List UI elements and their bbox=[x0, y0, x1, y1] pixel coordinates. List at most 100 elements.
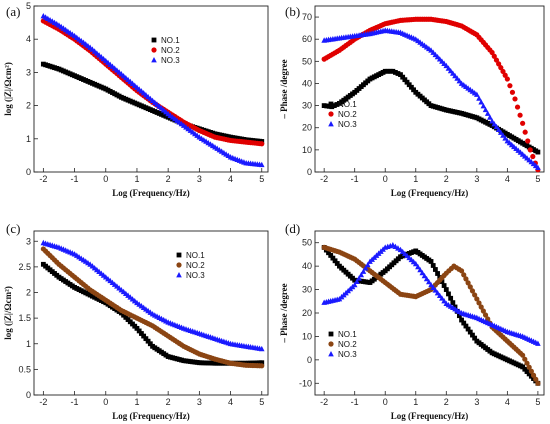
x-tick-label: 3 bbox=[197, 397, 202, 407]
legend-marker bbox=[176, 262, 182, 268]
x-tick-label: 0 bbox=[103, 174, 108, 184]
data-point bbox=[517, 112, 523, 118]
chart-panel-3: -2 -1 0 1 2 3 4 5 0 0.5 1 1.5 2 2.5 3 Log (Frequency/Hz… bbox=[3, 221, 269, 421]
data-point bbox=[463, 323, 469, 329]
data-point bbox=[459, 317, 464, 323]
legend-label: NO.2 bbox=[161, 46, 180, 55]
legend-marker bbox=[151, 47, 157, 53]
data-point bbox=[463, 276, 469, 282]
data-point bbox=[334, 102, 340, 107]
data-point bbox=[500, 68, 506, 75]
data-point bbox=[493, 57, 500, 63]
legend-marker bbox=[151, 37, 157, 43]
legend-marker bbox=[328, 351, 334, 357]
data-point bbox=[443, 287, 449, 292]
data-point bbox=[400, 74, 406, 80]
y-tick-label: 0 bbox=[307, 355, 312, 365]
data-point bbox=[364, 261, 371, 268]
data-point bbox=[500, 132, 506, 138]
x-tick-label: 2 bbox=[444, 397, 449, 407]
data-point bbox=[356, 275, 362, 281]
data-point bbox=[393, 70, 398, 75]
x-tick-label: -2 bbox=[39, 174, 47, 184]
data-point bbox=[398, 72, 403, 78]
data-point bbox=[476, 300, 482, 306]
x-tick-label: 4 bbox=[228, 174, 233, 184]
panel-letter: (d) bbox=[285, 221, 300, 236]
legend: NO.1NO.2NO.3 bbox=[151, 36, 180, 65]
x-tick-label: -2 bbox=[320, 397, 328, 407]
data-point bbox=[321, 103, 327, 108]
y-tick-label: 50 bbox=[302, 56, 312, 66]
y-tick-label: 3 bbox=[26, 67, 31, 77]
data-point bbox=[530, 153, 536, 160]
panel-letter: (a) bbox=[6, 4, 20, 19]
data-point bbox=[436, 292, 443, 298]
data-point bbox=[423, 275, 430, 282]
data-point bbox=[402, 77, 408, 83]
data-point bbox=[334, 261, 340, 266]
data-point bbox=[415, 263, 421, 270]
data-point bbox=[326, 250, 331, 256]
legend-label: NO.3 bbox=[338, 120, 357, 129]
data-point bbox=[428, 259, 434, 264]
x-axis-label: Log (Frequency/Hz) bbox=[391, 411, 469, 421]
y-tick-label: 10 bbox=[302, 331, 312, 341]
legend-label: NO.3 bbox=[338, 350, 357, 359]
data-point bbox=[259, 360, 265, 366]
x-tick-label: 5 bbox=[259, 397, 264, 407]
data-point bbox=[259, 363, 265, 369]
x-tick-label: -1 bbox=[351, 397, 359, 407]
data-point bbox=[489, 118, 495, 124]
data-point bbox=[512, 96, 518, 102]
data-point bbox=[535, 149, 541, 155]
y-tick-label: 10 bbox=[302, 145, 312, 155]
x-tick-label: 3 bbox=[474, 397, 479, 407]
data-point bbox=[491, 120, 498, 127]
data-point bbox=[358, 271, 365, 278]
x-tick-label: -1 bbox=[71, 174, 79, 184]
legend-label: NO.1 bbox=[186, 251, 205, 260]
x-tick-label: 2 bbox=[444, 174, 449, 184]
data-point bbox=[360, 268, 367, 274]
data-point bbox=[324, 103, 330, 109]
y-tick-label: 1 bbox=[26, 134, 31, 144]
data-point bbox=[330, 255, 336, 261]
legend-marker bbox=[328, 121, 334, 127]
chart-panel-1: -2 -1 0 1 2 3 4 5 0 1 2 3 4 5 Log (Frequency/Hz) log (|… bbox=[3, 1, 269, 198]
y-axis-label: log (|Z|/Ωcm²) bbox=[3, 62, 13, 116]
y-tick-label: 60 bbox=[302, 34, 312, 44]
y-axis-label: log (|Z|/Ωcm²) bbox=[3, 286, 13, 340]
x-tick-label: 4 bbox=[228, 397, 233, 407]
data-point bbox=[387, 68, 393, 74]
x-tick-label: 2 bbox=[166, 397, 171, 407]
x-tick-label: 0 bbox=[383, 397, 388, 407]
data-point bbox=[441, 297, 447, 304]
data-point bbox=[421, 272, 428, 279]
data-point bbox=[522, 356, 528, 362]
plot-frame bbox=[314, 5, 545, 173]
data-point bbox=[406, 82, 412, 88]
x-tick-label: 0 bbox=[103, 397, 108, 407]
data-point bbox=[502, 72, 508, 78]
x-tick-label: 2 bbox=[166, 174, 171, 184]
legend-label: NO.1 bbox=[338, 100, 357, 109]
legend-label: NO.2 bbox=[338, 340, 357, 349]
y-tick-label: 2 bbox=[26, 288, 31, 298]
x-axis-label: Log (Frequency/Hz) bbox=[112, 188, 190, 198]
data-point bbox=[134, 325, 140, 331]
data-point bbox=[435, 271, 440, 276]
legend-label: NO.1 bbox=[161, 36, 180, 45]
data-point bbox=[470, 332, 475, 338]
data-point bbox=[412, 260, 419, 267]
data-point bbox=[441, 283, 447, 288]
y-tick-label: 4 bbox=[26, 34, 31, 44]
data-point bbox=[472, 335, 478, 341]
data-point bbox=[428, 281, 434, 288]
data-point bbox=[465, 326, 471, 332]
x-tick-label: 4 bbox=[505, 174, 510, 184]
y-tick-label: 0.5 bbox=[18, 364, 31, 374]
y-axis-label: – Phase /degree bbox=[279, 59, 289, 119]
